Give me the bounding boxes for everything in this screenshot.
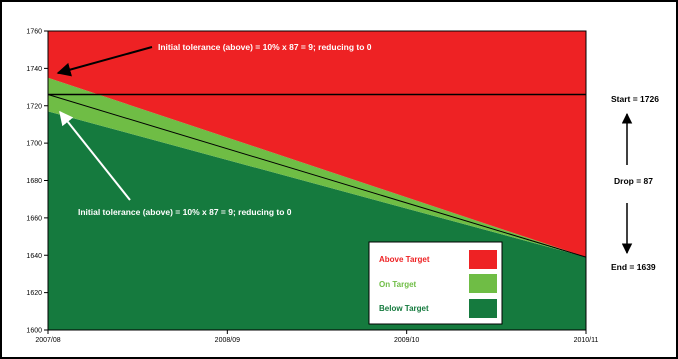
- y-tick-label: 1660: [26, 215, 42, 222]
- y-tick-label: 1700: [26, 141, 42, 148]
- legend-swatch-on: [469, 274, 497, 293]
- lower-annotation-arrow: [59, 110, 131, 201]
- y-tick-label: 1760: [26, 29, 42, 36]
- target-line: [47, 94, 587, 258]
- lower-annotation-text: Initial tolerance (above) = 10% x 87 = 9…: [78, 207, 292, 217]
- y-tick-label: 1600: [26, 328, 42, 335]
- plot-area: [47, 31, 587, 330]
- upper-annotation-text: Initial tolerance (above) = 10% x 87 = 9…: [158, 42, 372, 52]
- legend-label-on: On Target: [379, 280, 417, 289]
- x-tick-label: 2008/09: [215, 337, 240, 344]
- legend: Above Target On Target Below Target: [368, 241, 503, 325]
- legend-swatch-above: [469, 250, 497, 269]
- x-tick-label: 2010/11: [574, 337, 599, 344]
- legend-swatch-below: [469, 299, 497, 318]
- end-label: End = 1639: [611, 262, 656, 272]
- x-tick-label: 2007/08: [35, 337, 60, 344]
- axes: 1600 1620 1640 1660 1680 1700 1720 1740 1760 2007…: [26, 29, 598, 345]
- legend-label-below: Below Target: [379, 304, 429, 313]
- legend-label-above: Above Target: [379, 255, 430, 264]
- y-tick-label: 1720: [26, 103, 42, 110]
- above-target-area: [48, 31, 586, 258]
- x-tick-label: 2009/10: [394, 337, 419, 344]
- upper-annotation-arrow: [56, 46, 153, 77]
- y-tick-label: 1740: [26, 66, 42, 73]
- drop-label: Drop = 87: [614, 176, 653, 186]
- start-label: Start = 1726: [611, 94, 659, 104]
- y-tick-label: 1620: [26, 290, 42, 297]
- y-tick-label: 1640: [26, 253, 42, 260]
- y-tick-label: 1680: [26, 178, 42, 185]
